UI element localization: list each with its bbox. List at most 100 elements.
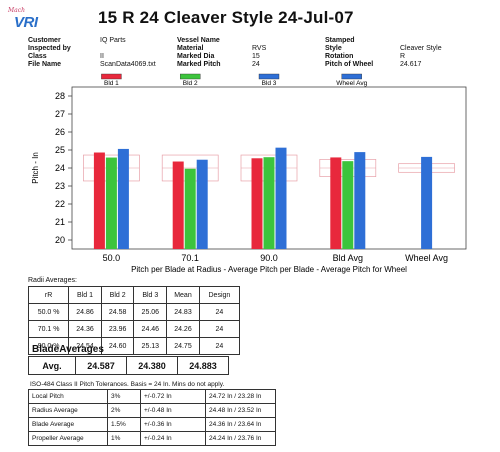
iso-cell: 3% [107,389,141,404]
file-name-label: File Name [28,61,62,68]
radii-cell: 24.86 [68,303,102,321]
y-tick-label: 26 [55,127,65,137]
radii-cell: 25.13 [133,337,168,355]
bar [117,148,129,249]
radii-header-cell: Bld 2 [100,286,135,304]
legend-label: Wheel Avg [336,80,367,87]
legend-swatch [258,73,280,80]
radii-averages-table: rR Bld 1 Bld 2 Bld 3 Mean Design 50.0 % 24.86 24… [27,286,241,355]
bar [354,152,366,249]
radii-cell: 24.83 [166,303,200,321]
y-tick-label: 22 [55,199,65,209]
pitch-of-wheel-value: 24.617 [400,61,422,68]
radii-header-cell: Design [198,286,241,304]
radii-cell: 24.58 [100,303,135,321]
style-value: Cleaver Style [400,45,442,52]
stamped-label: Stamped [325,37,355,44]
x-tick-label: 50.0 [103,253,121,263]
y-axis-label: Pitch - In [31,152,40,184]
legend-swatch [101,73,122,80]
x-tick-label: Bld Avg [333,253,363,263]
table-row: 70.1 % 24.36 23.96 24.46 24.26 24 [27,320,241,338]
logo: Mach VRI [8,7,46,31]
radii-cell: 24 [198,303,241,321]
legend-swatch [179,73,201,80]
pitch-of-wheel-label: Pitch of Wheel [325,61,374,68]
bar [342,161,354,249]
table-row: Blade Average 1.5% +/-0.36 In 24.36 In / 23… [28,417,276,432]
bar [172,161,184,249]
radii-header-cell: Mean [166,286,200,304]
bar [263,157,275,249]
legend-swatch [341,73,362,80]
blade-averages-table: Avg. 24.587 24.380 24.883 [28,356,229,375]
radii-header-cell: Bld 3 [133,286,168,304]
inspected-label: Inspected by [28,45,71,52]
customer-label: Customer [28,37,61,44]
radii-cell: 24 [198,337,241,355]
blade-averages-title: BladeAverages [32,344,104,355]
vessel-label: Vessel Name [177,37,220,44]
blade-avg-value: 24.587 [75,356,127,375]
iso-cell: +/-0.36 In [140,417,206,432]
iso-cell: Propeller Average [28,431,108,446]
radii-cell: 50.0 % [27,303,70,321]
radii-cell: 25.06 [133,303,168,321]
iso-cell: +/-0.24 In [140,431,206,446]
bars [93,147,433,249]
iso-cell: 1% [107,431,141,446]
table-row: 50.0 % 24.86 24.58 25.06 24.83 24 [27,303,241,321]
bar [251,158,263,249]
iso-tolerance-title: ISO-484 Class II Pitch Tolerances. Basis… [30,381,225,388]
bar [421,156,433,249]
class-value: II [100,53,104,60]
rotation-label: Rotation [325,53,354,60]
x-axis-label: Pitch per Blade at Radius - Average Pitc… [131,265,407,274]
iso-cell: 24.24 In / 23.76 In [205,431,276,446]
iso-cell: Local Pitch [28,389,108,404]
iso-cell: 24.36 In / 23.64 In [205,417,276,432]
iso-cell: 24.48 In / 23.52 In [205,403,276,418]
file-name-value: ScanData4069.txt [100,61,156,68]
iso-tolerance-table: Local Pitch 3% +/-0.72 In 24.72 In / 23.28 … [28,389,276,446]
radii-cell: 24.26 [166,320,200,338]
bar [93,152,105,249]
iso-cell: Radius Average [28,403,108,418]
bar [105,157,117,249]
y-tick-label: 25 [55,145,65,155]
marked-pitch-label: Marked Pitch [177,61,221,68]
radii-cell: 24 [198,320,241,338]
table-row: Radius Average 2% +/-0.48 In 24.48 In / 23.… [28,403,276,418]
pitch-chart: Bld 1 Bld 2 Bld 3 Wheel Avg Pitch - In 20 21… [31,73,467,274]
class-label: Class [28,53,47,60]
x-tick-label: 90.0 [260,253,278,263]
logo-script: Mach [8,7,25,14]
radii-header-cell: rR [27,286,70,304]
y-tick-label: 23 [55,181,65,191]
logo-text: VRI [14,14,38,31]
legend-label: Bld 1 [104,80,119,87]
iso-cell: 24.72 In / 23.28 In [205,389,276,404]
y-tick-label: 28 [55,91,65,101]
y-tick-label: 27 [55,109,65,119]
style-label: Style [325,45,342,52]
x-axis: 50.0 70.1 90.0 Bld Avg Wheel Avg [103,253,448,263]
material-value: RVS [252,45,267,52]
blade-avg-value: 24.883 [177,356,229,375]
radii-cell: 24.36 [68,320,102,338]
radii-cell: 24.46 [133,320,168,338]
blade-avg-value: 24.380 [126,356,178,375]
blade-avg-label: Avg. [28,356,76,375]
radii-cell: 90.0 % [27,337,70,355]
radii-cell: 70.1 % [27,320,70,338]
x-tick-label: 70.1 [181,253,199,263]
bar [275,147,287,249]
y-axis: 20 21 22 23 24 25 26 27 28 [55,91,72,245]
iso-cell: 1.5% [107,417,141,432]
legend-label: Bld 2 [183,80,198,87]
rotation-value: R [400,53,406,60]
bar [184,168,196,249]
iso-cell: +/-0.72 In [140,389,206,404]
iso-cell: 2% [107,403,141,418]
table-row: Propeller Average 1% +/-0.24 In 24.24 In / … [28,431,276,446]
